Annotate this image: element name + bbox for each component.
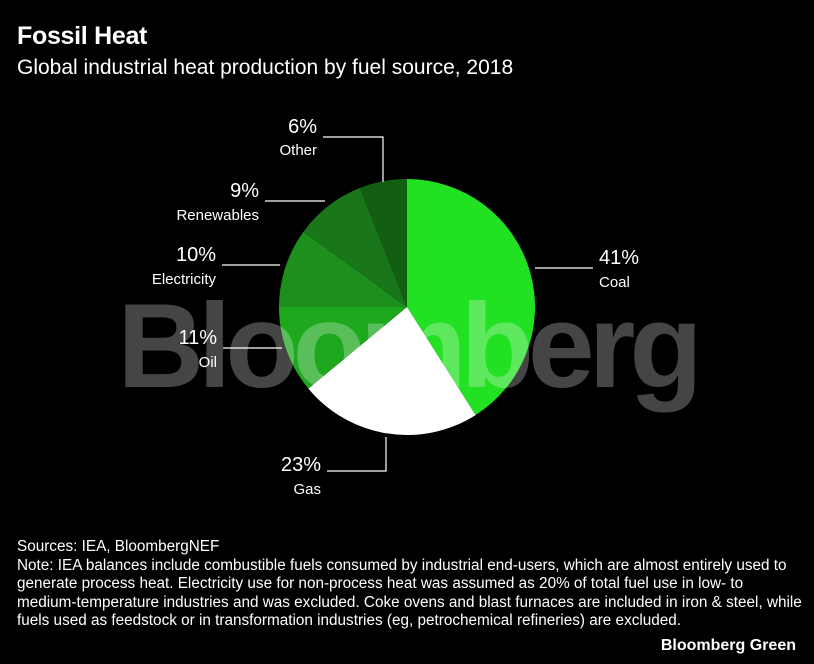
pie-slice-electricity xyxy=(279,231,407,307)
sources-text: Sources: IEA, BloombergNEF xyxy=(17,538,220,555)
value-label-oil: 11% xyxy=(178,327,217,349)
footer-notes: Sources: IEA, BloombergNEF Note: IEA bal… xyxy=(17,538,802,631)
chart-title: Fossil Heat xyxy=(17,22,148,50)
value-label-coal: 41% xyxy=(599,247,639,269)
watermark-text: Bloomberg xyxy=(117,279,696,413)
pie-slice-oil xyxy=(279,307,407,389)
value-label-electricity: 10% xyxy=(176,244,216,266)
category-label-electricity: Electricity xyxy=(152,271,217,288)
pie-slice-gas xyxy=(308,307,476,436)
category-label-renewables: Renewables xyxy=(176,207,259,224)
value-label-other: 6% xyxy=(288,116,317,138)
category-label-other: Other xyxy=(279,142,317,159)
pie-slice-coal xyxy=(407,179,535,416)
pie-slice-renewables xyxy=(303,187,407,307)
value-label-gas: 23% xyxy=(281,454,321,476)
value-label-renewables: 9% xyxy=(230,180,259,202)
category-label-coal: Coal xyxy=(599,274,630,291)
pie-chart: Bloomberg 41% Coal 23% Gas 11% Oil 10% Electrici… xyxy=(117,116,702,498)
brand-logo: Bloomberg Green xyxy=(660,637,796,654)
category-label-oil: Oil xyxy=(199,354,217,371)
leader-line-other xyxy=(323,136,384,182)
note-text: Note: IEA balances include combustible f… xyxy=(17,556,802,630)
category-label-gas: Gas xyxy=(293,481,321,498)
pie-slice-other xyxy=(359,179,407,307)
leader-line-gas xyxy=(327,437,387,472)
chart-subtitle: Global industrial heat production by fue… xyxy=(17,56,514,79)
